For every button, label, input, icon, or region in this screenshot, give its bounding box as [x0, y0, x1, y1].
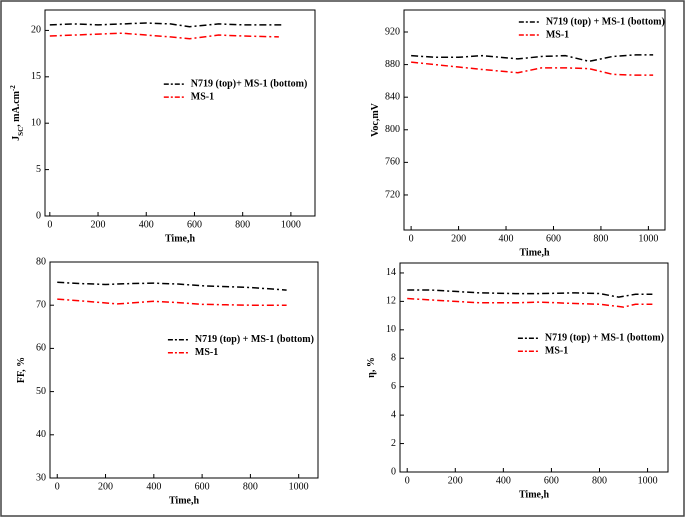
y-axis-label-part: η, % [366, 357, 377, 378]
plot-frame [49, 261, 319, 479]
x-axis-label: Time,h [165, 233, 196, 244]
x-tick-label: 600 [195, 481, 210, 492]
legend-label: N719 (top)+ MS-1 (bottom) [191, 78, 308, 89]
y-tick-label: 5 [36, 164, 41, 175]
y-tick-label: 880 [385, 59, 400, 70]
x-tick-label: 0 [55, 481, 60, 492]
data-line [411, 54, 654, 63]
x-tick-label: 400 [139, 219, 154, 230]
x-axis-label: Time,h [519, 489, 550, 500]
x-tick-label: 1000 [289, 481, 309, 492]
data-line [57, 298, 287, 306]
y-tick-label: 15 [31, 71, 41, 82]
data-line [411, 61, 654, 76]
x-tick-label: 400 [499, 233, 514, 244]
legend-label: MS-1 [191, 91, 214, 102]
y-axis-label-part: FF, % [16, 357, 27, 383]
y-tick-label: 840 [385, 91, 400, 102]
y-axis-label-part: Voc,mV [370, 102, 381, 137]
y-tick-label: 12 [386, 296, 396, 307]
y-axis-label: Voc,mV [370, 102, 381, 137]
x-tick-label: 200 [451, 233, 466, 244]
y-tick-label: 60 [36, 343, 46, 354]
y-tick-label: 40 [36, 429, 46, 440]
x-tick-label: 1000 [638, 475, 658, 486]
y-axis-label: FF, % [16, 357, 27, 383]
y-axis-label: η, % [366, 357, 377, 378]
x-tick-label: 600 [546, 233, 561, 244]
y-tick-label: 760 [385, 157, 400, 168]
y-tick-label: 20 [31, 25, 41, 36]
x-tick-label: 600 [544, 475, 559, 486]
x-tick-label: 200 [91, 219, 106, 230]
y-tick-label: 14 [386, 267, 396, 278]
data-line [407, 297, 653, 308]
y-tick-label: 2 [391, 438, 396, 449]
y-tick-label: 0 [36, 210, 41, 221]
y-tick-label: 800 [385, 124, 400, 135]
x-tick-label: 800 [593, 233, 608, 244]
x-tick-label: 600 [187, 219, 202, 230]
y-tick-label: 720 [385, 189, 400, 200]
y-tick-label: 0 [391, 466, 396, 477]
x-tick-label: 200 [98, 481, 113, 492]
y-axis-label-part: SC [17, 127, 25, 136]
y-axis-label-part: , mA.cm [11, 90, 22, 126]
data-line [49, 32, 279, 40]
x-tick-label: 800 [592, 475, 607, 486]
y-tick-label: 8 [391, 353, 396, 364]
y-axis-label: JSC, mA.cm-2 [9, 85, 25, 141]
y-tick-label: 50 [36, 386, 46, 397]
x-axis-label: Time,h [169, 495, 200, 506]
y-tick-label: 10 [386, 324, 396, 335]
legend-label: MS-1 [195, 347, 218, 358]
data-line [49, 22, 282, 28]
legend-label: N719 (top) + MS-1 (bottom) [545, 333, 664, 344]
x-tick-label: 200 [448, 475, 463, 486]
plot-frame [44, 9, 316, 217]
x-tick-label: 1000 [281, 219, 301, 230]
y-tick-label: 4 [391, 409, 396, 420]
plot-frame [399, 262, 669, 473]
x-tick-label: 0 [47, 219, 52, 230]
y-tick-label: 10 [31, 118, 41, 129]
x-tick-label: 1000 [638, 233, 658, 244]
data-line [407, 289, 653, 298]
y-axis-label-part: -2 [9, 85, 17, 91]
y-tick-label: 80 [36, 256, 46, 267]
x-tick-label: 800 [235, 219, 250, 230]
data-line [57, 281, 287, 291]
legend-label: N719 (top) + MS-1 (bottom) [546, 16, 665, 27]
x-tick-label: 0 [405, 475, 410, 486]
x-axis-label: Time,h [519, 247, 550, 258]
x-tick-label: 800 [243, 481, 258, 492]
x-tick-label: 400 [146, 481, 161, 492]
x-tick-label: 400 [496, 475, 511, 486]
legend-label: MS-1 [546, 29, 569, 40]
y-tick-label: 30 [36, 472, 46, 483]
y-tick-label: 920 [385, 26, 400, 37]
y-tick-label: 70 [36, 299, 46, 310]
y-axis-label-part: J [11, 136, 22, 141]
y-tick-label: 6 [391, 381, 396, 392]
plot-frame [403, 9, 666, 231]
legend-label: MS-1 [545, 346, 568, 357]
legend-label: N719 (top) + MS-1 (bottom) [195, 334, 314, 345]
x-tick-label: 0 [409, 233, 414, 244]
